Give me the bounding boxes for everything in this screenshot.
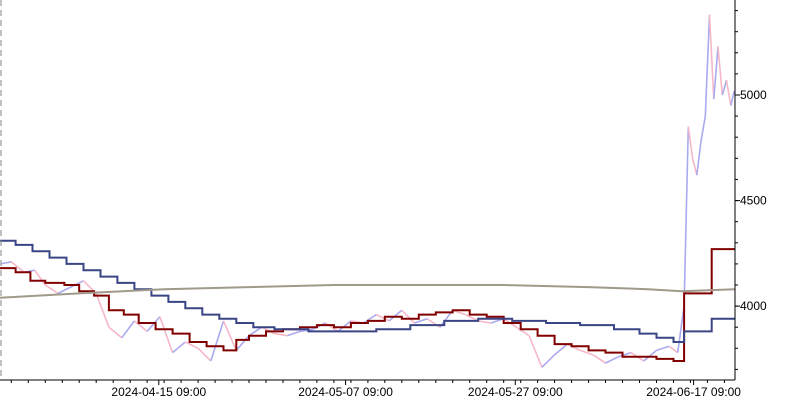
- series-0-segment-30: [363, 313, 377, 324]
- series-0-segment-59: [696, 141, 702, 176]
- series-0-segment-58: [691, 158, 698, 176]
- series-0-segment-4: [34, 269, 46, 286]
- series-0-segment-5: [44, 284, 59, 295]
- series-0-segment-50: [618, 351, 632, 358]
- series-0-segment-62: [708, 14, 715, 100]
- y-tick-layer: 4000 4500 5000: [735, 10, 767, 370]
- series-0-segment-20: [235, 335, 250, 351]
- series-0-segment-16: [184, 341, 199, 350]
- series-0-segment-1: [0, 261, 12, 265]
- x-tick-label-1: 2024-05-07 09:00: [298, 385, 393, 399]
- series-layer: [0, 14, 736, 368]
- series-0-segment-21: [248, 326, 263, 337]
- series-0-segment-17: [197, 347, 212, 362]
- series-0-segment-63: [713, 46, 719, 100]
- x-tick-label-0: 2024-04-15 09:00: [111, 385, 206, 399]
- y-tick-label-0: 4000: [740, 299, 767, 313]
- series-0-segment-9: [95, 293, 110, 328]
- series-0-segment-53: [656, 345, 670, 352]
- series-0-segment-47: [579, 349, 594, 356]
- series-0-segment-6: [57, 286, 72, 295]
- series-0-segment-39: [478, 320, 492, 324]
- series-0-segment-46: [566, 343, 581, 352]
- series-0-segment-11: [121, 320, 136, 339]
- series-0-segment-2: [10, 261, 25, 273]
- series-0-segment-28: [337, 320, 352, 333]
- series-0-segment-67: [730, 90, 736, 106]
- series-0-segment-10: [108, 326, 123, 339]
- series-3-line: [0, 284, 736, 299]
- series-0-segment-66: [725, 80, 732, 106]
- series-0-segment-57: [687, 126, 694, 159]
- series-0-segment-33: [401, 309, 416, 324]
- series-0-segment-55: [676, 305, 685, 353]
- y-tick-label-1: 4500: [740, 194, 767, 208]
- series-0-segment-14: [159, 316, 174, 353]
- series-1-line: [0, 248, 735, 362]
- series-0-segment-15: [172, 341, 186, 354]
- series-0-segment-42: [515, 326, 530, 337]
- series-0-segment-26: [312, 322, 326, 331]
- series-0-segment-12: [133, 320, 148, 333]
- series-0-segment-38: [465, 313, 479, 322]
- series-0-segment-34: [414, 318, 428, 324]
- series-0-segment-54: [668, 345, 679, 354]
- y-tick-label-2: 5000: [740, 88, 767, 102]
- series-0-segment-18: [210, 320, 225, 362]
- series-0-segment-49: [605, 356, 619, 364]
- series-0-segment-32: [388, 309, 403, 322]
- series-0-segment-13: [146, 316, 161, 332]
- series-0-segment-61: [704, 14, 711, 117]
- series-0-segment-56: [683, 126, 690, 307]
- series-0-segment-19: [222, 320, 238, 351]
- series-0-price: [0, 14, 736, 368]
- series-0-segment-25: [299, 328, 313, 333]
- series-0-segment-24: [286, 330, 301, 337]
- series-0-segment-23: [274, 332, 288, 337]
- series-2-line: [0, 239, 735, 343]
- series-0-segment-48: [592, 354, 606, 364]
- x-tick-layer: 2024-04-15 09:00 2024-05-07 09:00 2024-05-…: [10, 380, 741, 399]
- series-0-segment-60: [700, 115, 707, 142]
- series-0-segment-65: [721, 79, 728, 96]
- series-0-segment-45: [554, 343, 568, 356]
- series-0-segment-52: [643, 349, 658, 362]
- x-tick-label-3: 2024-06-17 09:00: [646, 385, 741, 399]
- series-0-segment-44: [541, 354, 556, 368]
- x-tick-label-2: 2024-05-27 09:00: [468, 385, 563, 399]
- series-0-segment-31: [375, 313, 390, 322]
- series-0-segment-64: [717, 46, 724, 96]
- series-0-segment-7: [70, 280, 84, 288]
- series-0-segment-43: [528, 335, 543, 368]
